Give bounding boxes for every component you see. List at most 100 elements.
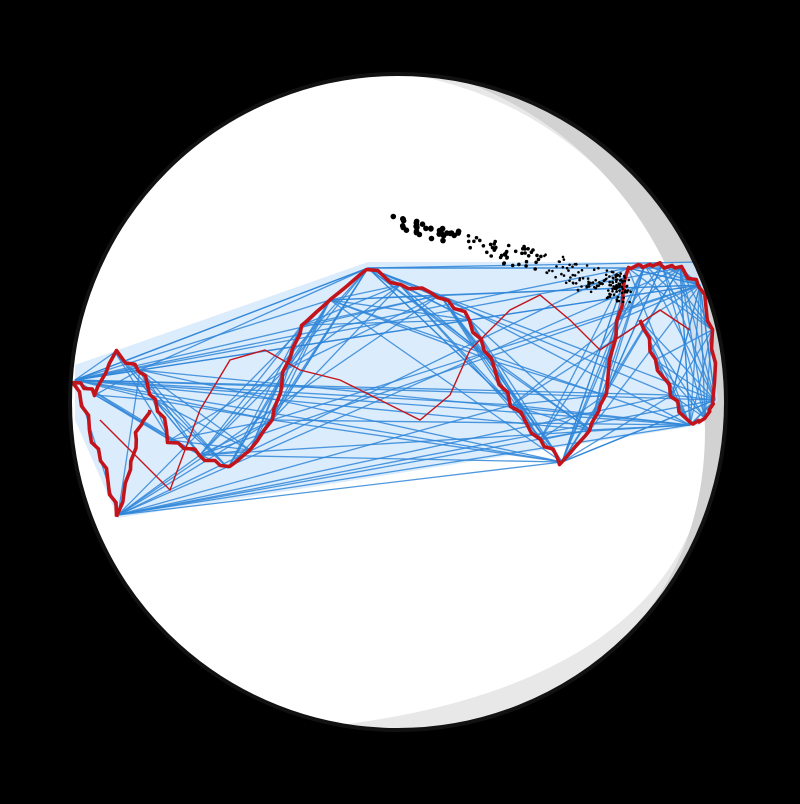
trailing-curve-path [99, 294, 691, 492]
hull-edge [284, 267, 369, 371]
hull-edge [561, 267, 681, 463]
data-point [577, 271, 580, 274]
data-point [440, 232, 447, 239]
data-point [627, 278, 631, 282]
data-point [428, 235, 435, 242]
data-point [488, 242, 493, 247]
hull-edge [627, 267, 701, 286]
data-point [517, 262, 521, 267]
data-point [555, 265, 558, 268]
data-point [474, 235, 479, 240]
hull-edge [114, 351, 171, 441]
data-point [494, 245, 498, 250]
data-point [574, 282, 578, 285]
hull-edge [154, 399, 201, 456]
data-point [436, 227, 443, 234]
hull-edge [654, 359, 716, 401]
data-point [605, 269, 609, 272]
hull-edge [654, 329, 713, 361]
hull-edge [399, 284, 471, 321]
data-point [609, 293, 612, 296]
data-point [489, 254, 494, 258]
data-point [585, 264, 589, 267]
hull-edge [589, 424, 691, 431]
data-point [603, 278, 607, 282]
wavy-curve-lower [71, 381, 152, 518]
data-point [547, 269, 551, 272]
hull-edge [117, 369, 141, 516]
data-point [578, 278, 581, 282]
data-point [623, 276, 627, 279]
data-point [629, 290, 632, 294]
data-point [623, 279, 627, 283]
data-point [573, 274, 577, 277]
data-point [618, 282, 622, 286]
data-point [573, 263, 577, 266]
data-point [560, 272, 563, 276]
hull-edge [74, 379, 691, 426]
trailing-curve [99, 294, 691, 492]
data-point [502, 252, 507, 256]
data-point [591, 281, 595, 284]
data-point [612, 293, 616, 297]
data-point [399, 223, 406, 229]
data-point [428, 225, 434, 232]
data-point [604, 273, 608, 277]
hull-edge [679, 267, 706, 419]
hull-edge [271, 419, 563, 463]
hull-edge [117, 267, 681, 516]
data-point [597, 281, 601, 284]
hull-edge [539, 319, 619, 441]
data-point [478, 238, 482, 243]
data-point [562, 258, 566, 261]
hull-edge [139, 369, 563, 463]
hull-edge [699, 284, 716, 401]
data-point [623, 291, 627, 294]
data-point [612, 285, 615, 288]
hull-edge [561, 399, 716, 463]
data-point [618, 289, 621, 292]
data-point [466, 234, 471, 238]
hull-edge [439, 284, 701, 296]
hull-edge [589, 284, 701, 431]
hull-edge [74, 267, 681, 381]
wavy-curve [71, 261, 718, 518]
wavy-curve-upper [72, 261, 718, 469]
data-point [523, 251, 527, 255]
hull-edge [74, 299, 331, 381]
data-point [569, 276, 572, 279]
data-point [621, 287, 624, 291]
data-point [625, 284, 629, 288]
data-point [581, 277, 585, 280]
hull-edge [511, 284, 701, 406]
data-point [504, 249, 509, 254]
hull-edge [74, 379, 273, 421]
data-point [611, 287, 614, 291]
data-point [565, 266, 569, 270]
hull-edge [139, 369, 691, 426]
data-point [568, 263, 571, 267]
data-point [561, 265, 565, 269]
data-point [615, 284, 618, 287]
hull-edge [329, 299, 491, 361]
data-point [539, 254, 543, 259]
data-point [586, 277, 590, 280]
data-point [448, 230, 455, 236]
data-point [400, 216, 406, 222]
data-point [611, 276, 615, 280]
data-point [595, 284, 599, 287]
data-point [485, 250, 489, 255]
data-point [620, 285, 624, 289]
data-point [390, 213, 397, 220]
hull-edge [139, 267, 369, 371]
hull-edge [284, 284, 401, 371]
data-point [587, 282, 590, 286]
data-point [618, 275, 622, 278]
data-point [571, 265, 574, 269]
data-point [524, 259, 529, 264]
data-point [513, 249, 518, 254]
hull-edge [639, 319, 706, 419]
data-point [562, 274, 566, 277]
hull-edge [271, 267, 369, 421]
